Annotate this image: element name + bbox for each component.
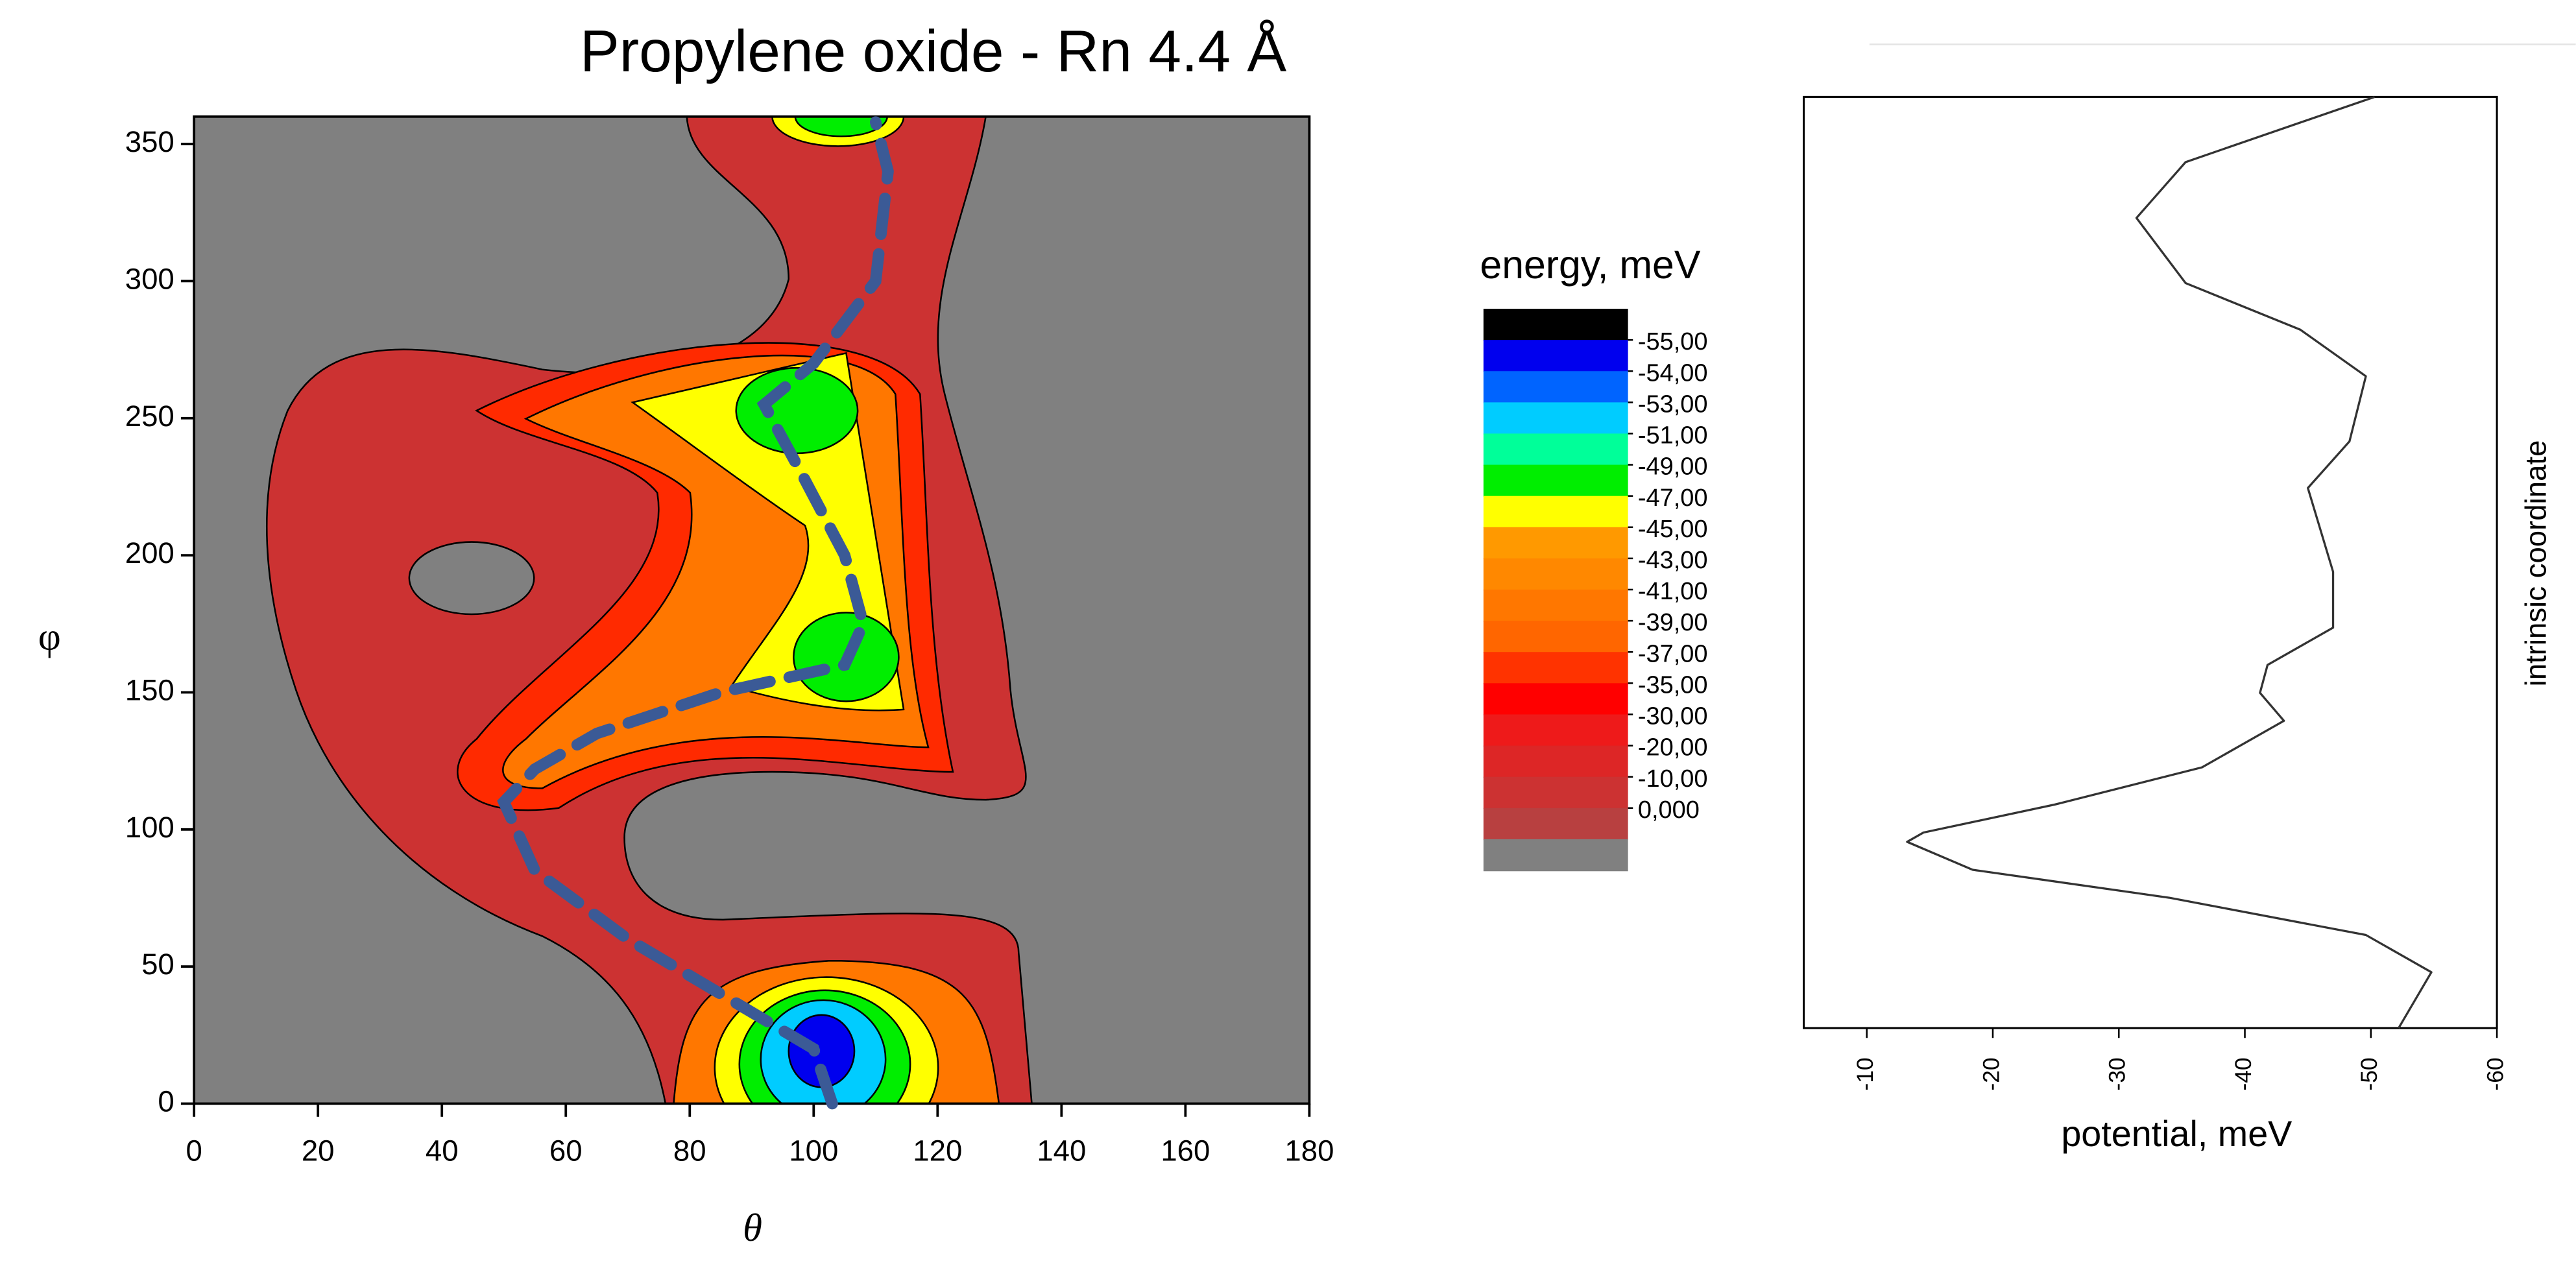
colorbar-label: -43,00 [1638,547,1708,574]
contour-hole [408,541,535,616]
colorbar-label: 0,000 [1638,796,1700,824]
x-tick-label: 160 [1161,1134,1210,1167]
colorbar-band [1483,402,1628,435]
colorbar-label: -41,00 [1638,578,1708,605]
colorbar-label: -53,00 [1638,390,1708,418]
y-axis-label: φ [38,615,61,658]
colorbar-label: -35,00 [1638,671,1708,699]
x-tick-label: 0 [186,1134,202,1167]
x-axis-label: potential, meV [2061,1114,2292,1154]
y-tick-label: 0 [158,1085,174,1118]
colorbar-label: -55,00 [1638,328,1708,355]
x-tick-label: 60 [549,1134,583,1167]
x-tick-label: 180 [1284,1134,1334,1167]
potential-curve [1906,95,2433,1029]
x-tick-label: -30 [2104,1057,2130,1090]
colorbar-label: -45,00 [1638,516,1708,543]
contour-region [794,116,888,138]
y-tick-label: 250 [125,400,175,433]
y-tick-label: 200 [125,536,175,569]
colorbar-band [1483,527,1628,560]
x-tick-label: 20 [302,1134,335,1167]
colorbar-label: -51,00 [1638,422,1708,449]
x-tick-label: -40 [2230,1057,2256,1090]
colorbar-band [1483,340,1628,372]
x-tick-label: 40 [426,1134,459,1167]
x-tick-label: -10 [1852,1057,1878,1090]
x-tick-label: -50 [2356,1057,2382,1090]
plot-frame [193,115,1311,1105]
y-tick-label: 350 [125,125,175,158]
colorbar-label: -39,00 [1638,609,1708,636]
colorbar-band [1483,433,1628,466]
colorbar-band [1483,590,1628,622]
colorbar-band [1483,496,1628,529]
plot-frame [1803,95,2498,1029]
colorbar-label: -49,00 [1638,453,1708,481]
colorbar-band [1483,309,1628,341]
dashed-path [497,116,894,1110]
colorbar-band [1483,683,1628,715]
chart-title: Propylene oxide - Rn 4.4 Å [580,18,1286,84]
colorbar-band [1483,621,1628,653]
x-axis-label: θ [743,1206,762,1250]
contour-region [735,366,859,455]
colorbar-band [1483,714,1628,747]
colorbar-band [1483,839,1628,872]
colorbar-label: -54,00 [1638,359,1708,387]
colorbar-band [1483,808,1628,841]
y-tick-label: 150 [125,674,175,707]
colorbar-label: -47,00 [1638,485,1708,512]
colorbar-label: -20,00 [1638,734,1708,761]
colorbar-band [1483,652,1628,684]
colorbar-label: -37,00 [1638,640,1708,667]
x-tick-label: -60 [2482,1057,2508,1090]
x-tick-label: 100 [789,1134,838,1167]
x-tick-label: -20 [1978,1057,2004,1090]
y-tick-label: 100 [125,811,175,844]
colorbar-band [1483,371,1628,403]
y-tick-label: 300 [125,262,175,295]
y-tick-label: 50 [141,948,175,981]
colorbar-title: energy, meV [1480,243,1700,287]
colorbar-band [1483,558,1628,591]
colorbar-band [1483,745,1628,778]
contour-field [194,116,1310,1104]
colorbar-label: -10,00 [1638,765,1708,793]
colorbar-band [1483,776,1628,809]
y-axis-label: intrinsic coordinate [2519,440,2552,687]
x-tick-label: 120 [913,1134,962,1167]
colorbar-band [1483,464,1628,497]
x-tick-label: 80 [673,1134,706,1167]
x-tick-label: 140 [1037,1134,1086,1167]
colorbar-label: -30,00 [1638,703,1708,730]
